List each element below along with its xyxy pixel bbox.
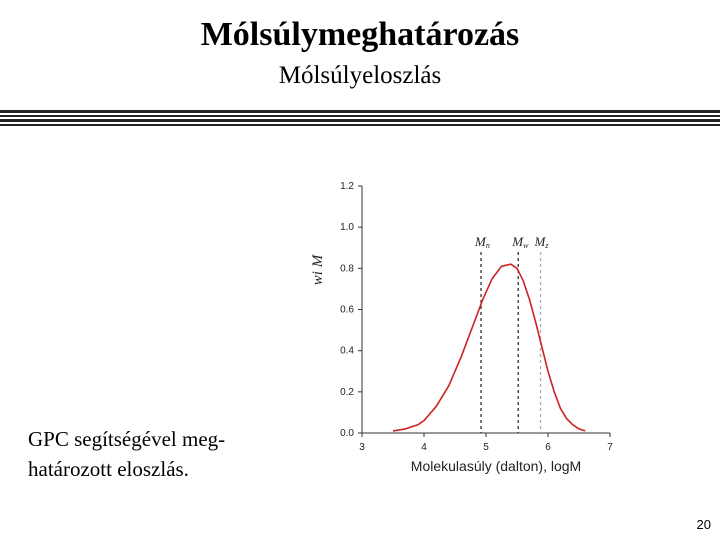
slide-title: Mólsúlymeghatározás xyxy=(200,16,520,53)
x-tick-label: 7 xyxy=(607,442,613,453)
marker-label-mn: Mn xyxy=(474,234,490,250)
x-tick-label: 5 xyxy=(483,442,489,453)
y-tick-label: 1.0 xyxy=(340,222,354,233)
x-axis-label: Molekulasúly (dalton), logM xyxy=(411,458,581,474)
chart-caption: GPC segítségével meg- határozott eloszlá… xyxy=(28,424,225,484)
y-tick-label: 1.2 xyxy=(340,181,354,192)
distribution-curve-0 xyxy=(392,263,586,432)
y-axis-label: wi M xyxy=(310,253,326,285)
slide-subtitle: Mólsúlyeloszlás xyxy=(278,62,442,89)
caption-line-2: határozott eloszlás. xyxy=(28,457,189,481)
y-tick-label: 0.8 xyxy=(340,263,354,274)
caption-line-1: GPC segítségével meg- xyxy=(28,427,226,451)
y-tick-label: 0.0 xyxy=(340,428,354,439)
x-tick-label: 6 xyxy=(545,442,551,453)
y-tick-label: 0.4 xyxy=(340,346,354,357)
page-number: 20 xyxy=(696,517,711,532)
y-tick-label: 0.6 xyxy=(340,305,354,316)
x-tick-label: 4 xyxy=(421,442,427,453)
x-tick-label: 3 xyxy=(359,442,365,453)
decorative-rule xyxy=(0,110,720,126)
marker-label-mw: Mw xyxy=(511,234,529,250)
marker-label-mz: Mz xyxy=(534,234,550,250)
y-tick-label: 0.2 xyxy=(340,387,354,398)
